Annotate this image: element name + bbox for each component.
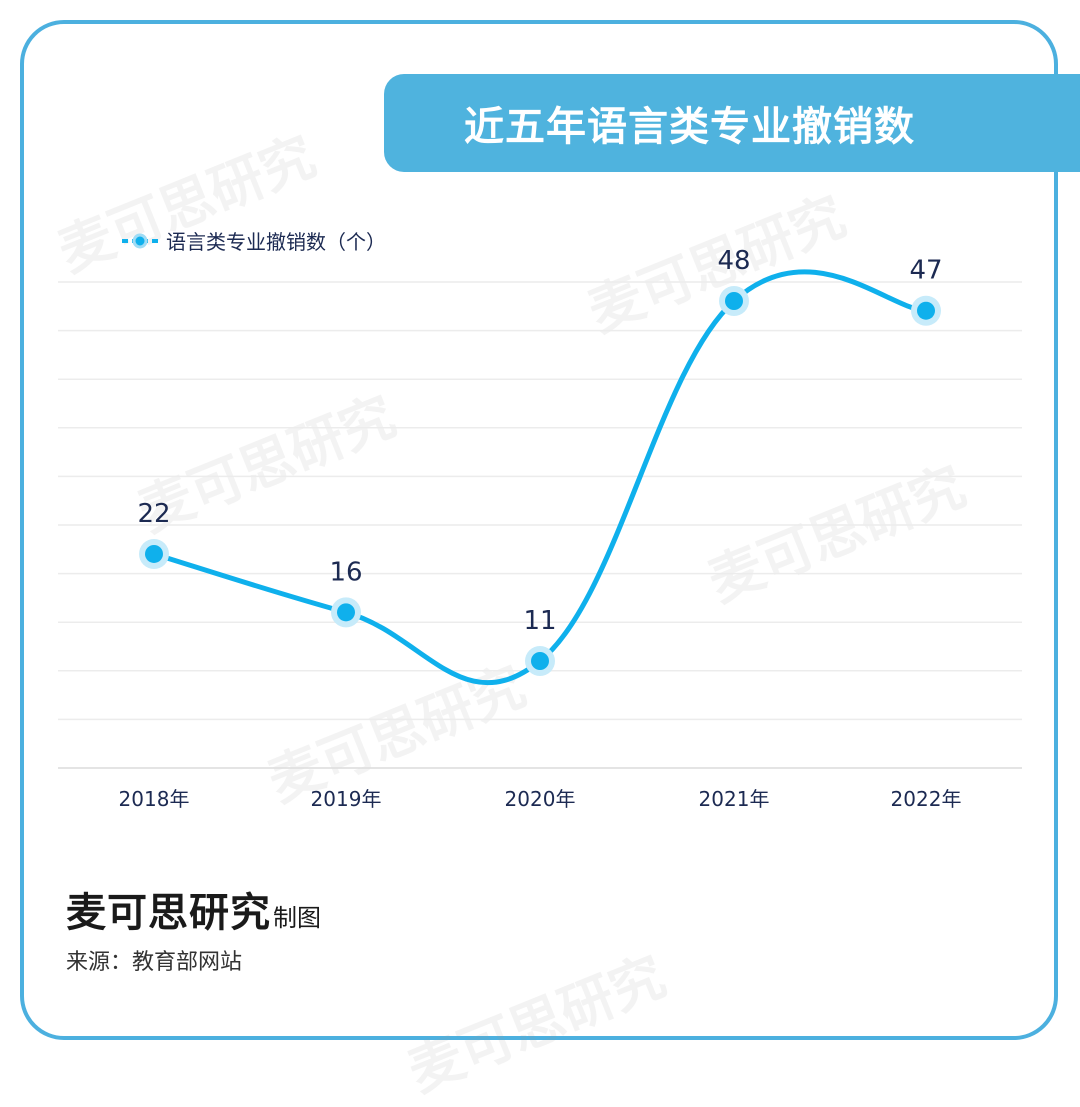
data-label: 48 bbox=[717, 246, 750, 276]
data-label: 16 bbox=[329, 557, 362, 587]
x-tick-label: 2019年 bbox=[311, 787, 382, 811]
x-tick-label: 2018年 bbox=[119, 787, 190, 811]
data-point bbox=[145, 544, 163, 563]
line-chart: 22 16 11 48 47 2018年 2019年 2020年 2021年 2022年 bbox=[58, 246, 1022, 811]
legend-label: 语言类专业撤销数（个） bbox=[166, 230, 386, 254]
data-point bbox=[917, 301, 935, 320]
footer-brand: 麦可思研究制图 bbox=[66, 880, 321, 938]
data-point bbox=[531, 652, 549, 670]
legend-line-marker-icon bbox=[122, 233, 158, 248]
x-tick-label: 2021年 bbox=[699, 787, 770, 811]
data-point bbox=[337, 603, 355, 622]
x-tick-label: 2022年 bbox=[891, 787, 962, 811]
data-label: 47 bbox=[909, 256, 942, 286]
data-label: 11 bbox=[523, 606, 556, 636]
chart-card bbox=[20, 20, 1058, 1040]
source-note: 来源：教育部网站 bbox=[66, 950, 243, 975]
data-label: 22 bbox=[137, 499, 170, 529]
legend: 语言类专业撤销数（个） bbox=[120, 226, 386, 255]
x-tick-label: 2020年 bbox=[505, 787, 576, 811]
chart-title: 近五年语言类专业撤销数 bbox=[464, 104, 915, 150]
brand-name: 麦可思研究 bbox=[66, 890, 271, 936]
brand-suffix: 制图 bbox=[273, 904, 321, 932]
series-line bbox=[151, 269, 929, 686]
title-banner: 近五年语言类专业撤销数 bbox=[384, 74, 1080, 172]
data-point bbox=[725, 292, 743, 310]
